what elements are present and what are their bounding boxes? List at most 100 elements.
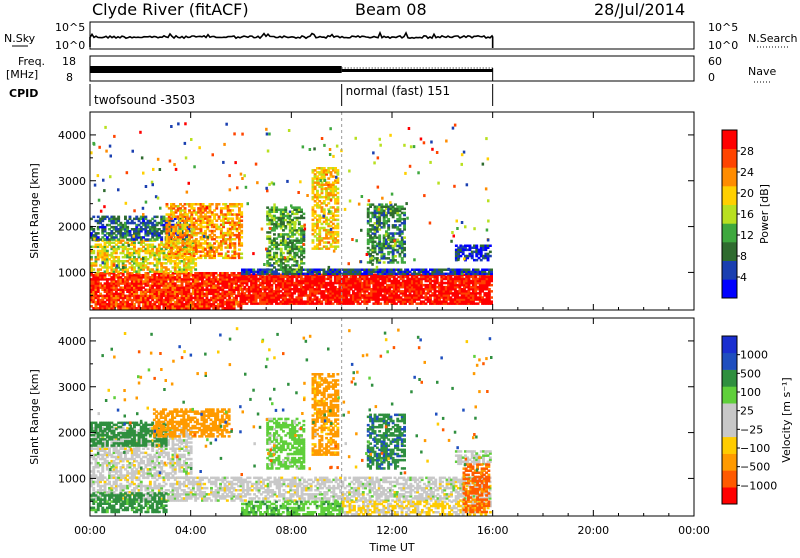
freq-right-tick-bottom: 0 [708, 71, 715, 84]
nsky-right-label: N.Search [748, 32, 798, 45]
heatmap-cell [156, 216, 159, 219]
heatmap-cell [490, 290, 493, 293]
heatmap-cell [92, 228, 95, 231]
heatmap-cell [193, 207, 196, 210]
cpid-segments: twofsound -3503 normal (fast) 151 [90, 84, 493, 107]
heatmap-cell [166, 203, 169, 206]
freq-label-line1: Freq. [18, 55, 45, 68]
nsky-right-tick-bottom: 10^0 [708, 39, 738, 52]
heatmap-cell [284, 206, 287, 209]
heatmap-cell [336, 219, 339, 222]
freq-label-line2: [MHz] [6, 68, 38, 81]
heatmap-cell [168, 222, 171, 225]
heatmap-cell [490, 269, 493, 272]
heatmap-cell [240, 211, 243, 214]
heatmap-cell [300, 209, 303, 212]
heatmap-cell [240, 236, 243, 239]
heatmap-cell [336, 239, 339, 242]
heatmap-cell [312, 239, 315, 242]
heatmap-cell [124, 216, 127, 219]
nsky-tick-top: 10^5 [55, 21, 85, 34]
heatmap-cell [302, 248, 305, 251]
heatmap-cell [490, 300, 493, 303]
heatmap-cell [163, 216, 166, 219]
heatmap-cell [106, 250, 109, 253]
station-title: Clyde River (fitACF) [92, 0, 249, 19]
heatmap-cell [314, 210, 317, 213]
heatmap-cell [240, 230, 243, 233]
heatmap-cell [280, 248, 283, 251]
heatmap-cell [194, 262, 197, 265]
heatmap-cell [240, 220, 243, 223]
heatmap-cell [240, 203, 243, 206]
heatmap-cell [489, 245, 492, 248]
cpid-label: CPID [9, 87, 38, 100]
heatmap-cell [184, 207, 187, 210]
heatmap-cell [129, 216, 132, 219]
nsky-panel [90, 22, 694, 49]
heatmap-cell [194, 258, 197, 261]
heatmap-cell [144, 216, 147, 219]
heatmap-cell [298, 221, 301, 224]
nsky-right-tick-top: 10^5 [708, 21, 738, 34]
heatmap-cell [220, 253, 223, 256]
heatmap-cell [240, 257, 243, 260]
heatmap-cell [275, 252, 278, 255]
heatmap-cell [379, 302, 382, 305]
heatmap-cell [336, 231, 339, 234]
nsky-trace [90, 33, 493, 48]
heatmap-cell [126, 226, 129, 229]
heatmap-cell [233, 242, 236, 245]
heatmap-cell [489, 251, 492, 254]
heatmap-cell [194, 268, 197, 271]
heatmap-cell [336, 192, 339, 195]
heatmap-cell [231, 209, 234, 212]
heatmap-cell [238, 248, 241, 251]
heatmap-cell [296, 260, 299, 263]
heatmap-cell [302, 213, 305, 216]
cpid-segment-label: twofsound -3503 [94, 93, 195, 107]
heatmap-cell [282, 252, 285, 255]
freq-right-tick-top: 60 [708, 55, 722, 68]
heatmap-cell [240, 224, 243, 227]
heatmap-cell [273, 270, 276, 273]
heatmap-cell [336, 223, 339, 226]
freq-right-label: Nave [748, 65, 776, 78]
heatmap-cell [117, 216, 120, 219]
heatmap-cell [92, 250, 95, 253]
heatmap-cell [273, 233, 276, 236]
beam-title: Beam 08 [355, 0, 427, 19]
freq-tick-top: 18 [62, 55, 76, 68]
heatmap-cell [336, 206, 339, 209]
heatmap-cell [302, 262, 305, 265]
heatmap-cell [336, 188, 339, 191]
heatmap-cell [277, 273, 280, 276]
heatmap-cell [489, 255, 492, 257]
date-title: 28/Jul/2014 [594, 0, 685, 19]
heatmap-cell [475, 245, 478, 248]
heatmap-cell [211, 203, 214, 206]
heatmap-cell [92, 216, 95, 219]
heatmap-cell [336, 169, 339, 172]
heatmap-cell [316, 190, 319, 193]
freq-tick-bottom: 8 [66, 71, 73, 84]
heatmap-cell [490, 284, 493, 287]
nsky-label: N.Sky [4, 32, 36, 45]
heatmap-cell [336, 196, 339, 199]
heatmap-cell [327, 202, 330, 205]
heatmap-cell [302, 217, 305, 220]
heatmap-cell [240, 253, 243, 256]
heatmap-cell [332, 175, 335, 178]
freq-band [90, 66, 342, 73]
heatmap-cell [300, 266, 303, 269]
heatmap-cell [117, 256, 120, 259]
heatmap-cell [268, 235, 271, 238]
heatmap-cell [240, 242, 243, 245]
heatmap-cell [336, 245, 339, 248]
heatmap-cell [323, 208, 326, 211]
cpid-segment-label: normal (fast) 151 [346, 84, 450, 98]
heatmap-cell [160, 236, 163, 239]
